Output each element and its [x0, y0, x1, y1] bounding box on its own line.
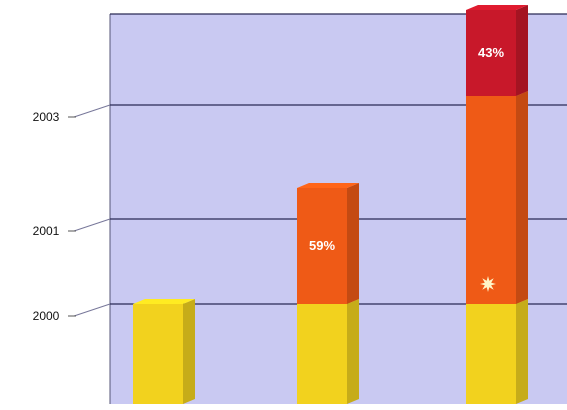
- bar-side: [516, 299, 528, 404]
- bar-top: [466, 5, 528, 10]
- y-tick-label: 2003: [33, 110, 60, 124]
- bar-face: [466, 304, 516, 404]
- bar-segment-c1-s0: [297, 299, 359, 404]
- bars: [133, 5, 528, 404]
- bar-segment-c1-s1: [297, 183, 359, 304]
- plot-side-wall: [66, 14, 110, 404]
- bar-segment-c2-s0: [466, 299, 528, 404]
- bar-top: [133, 299, 195, 304]
- bar-face: [466, 96, 516, 304]
- bar-segment-c2-s2: [466, 5, 528, 96]
- y-tick-label: 2001: [33, 224, 60, 238]
- bar-segment-c2-s1: [466, 91, 528, 304]
- bar-side: [347, 183, 359, 304]
- star-burst-icon: [480, 276, 496, 292]
- gridline-side: [73, 104, 111, 118]
- data-labels: 59% 43%: [309, 45, 504, 292]
- gridline-side: [73, 218, 111, 232]
- data-label: 59%: [309, 238, 335, 253]
- bar-face: [466, 10, 516, 96]
- bar-side: [516, 91, 528, 304]
- bar-face: [133, 304, 183, 404]
- bar-side: [183, 299, 195, 404]
- bar-side: [516, 5, 528, 96]
- bar-segment-c0-s0: [133, 299, 195, 404]
- bar-face: [297, 304, 347, 404]
- data-label: 43%: [478, 45, 504, 60]
- gridline-side: [73, 303, 111, 317]
- y-tick-label: 2000: [33, 309, 60, 323]
- bar-top: [297, 183, 359, 188]
- y-axis: 2000 2001 2003: [33, 110, 76, 323]
- bar-face: [297, 188, 347, 304]
- bar-side: [347, 299, 359, 404]
